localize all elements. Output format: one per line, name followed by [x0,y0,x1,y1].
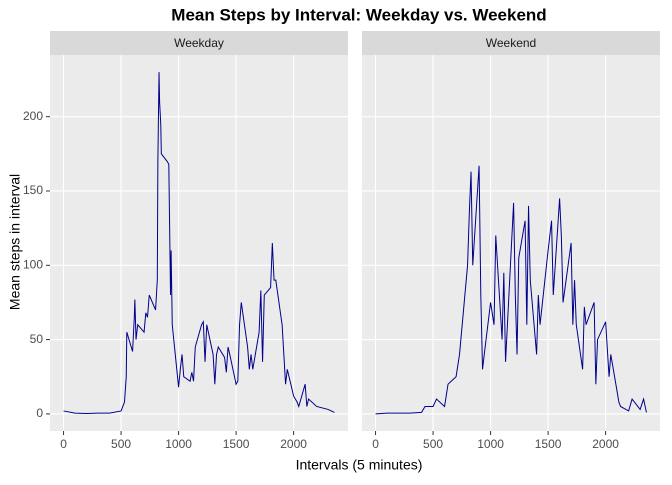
x-tick-label: 1000 [477,437,504,451]
data-line [63,72,335,414]
chart-title: Mean Steps by Interval: Weekday vs. Week… [171,5,546,24]
y-tick-label: 50 [30,332,44,346]
x-tick-label: 0 [60,437,67,451]
y-tick-label: 0 [36,406,43,420]
strip-label: Weekday [174,36,224,50]
x-tick-label: 1500 [535,437,562,451]
x-tick-label: 2000 [280,437,307,451]
x-tick-label: 1000 [165,437,192,451]
strip [362,31,660,55]
x-tick-label: 0 [372,437,379,451]
data-line [375,165,647,415]
y-tick-label: 150 [23,183,43,197]
y-tick-label: 100 [23,257,43,271]
x-axis-label: Intervals (5 minutes) [296,457,423,473]
y-axis-label: Mean steps in interval [7,174,23,310]
strip-label: Weekend [486,36,536,50]
x-tick-label: 1500 [223,437,250,451]
x-tick-label: 500 [423,437,443,451]
panel [362,55,660,431]
strip [50,31,348,55]
y-tick-label: 200 [23,109,43,123]
x-tick-label: 500 [111,437,131,451]
panel [50,55,348,431]
x-tick-label: 2000 [592,437,619,451]
